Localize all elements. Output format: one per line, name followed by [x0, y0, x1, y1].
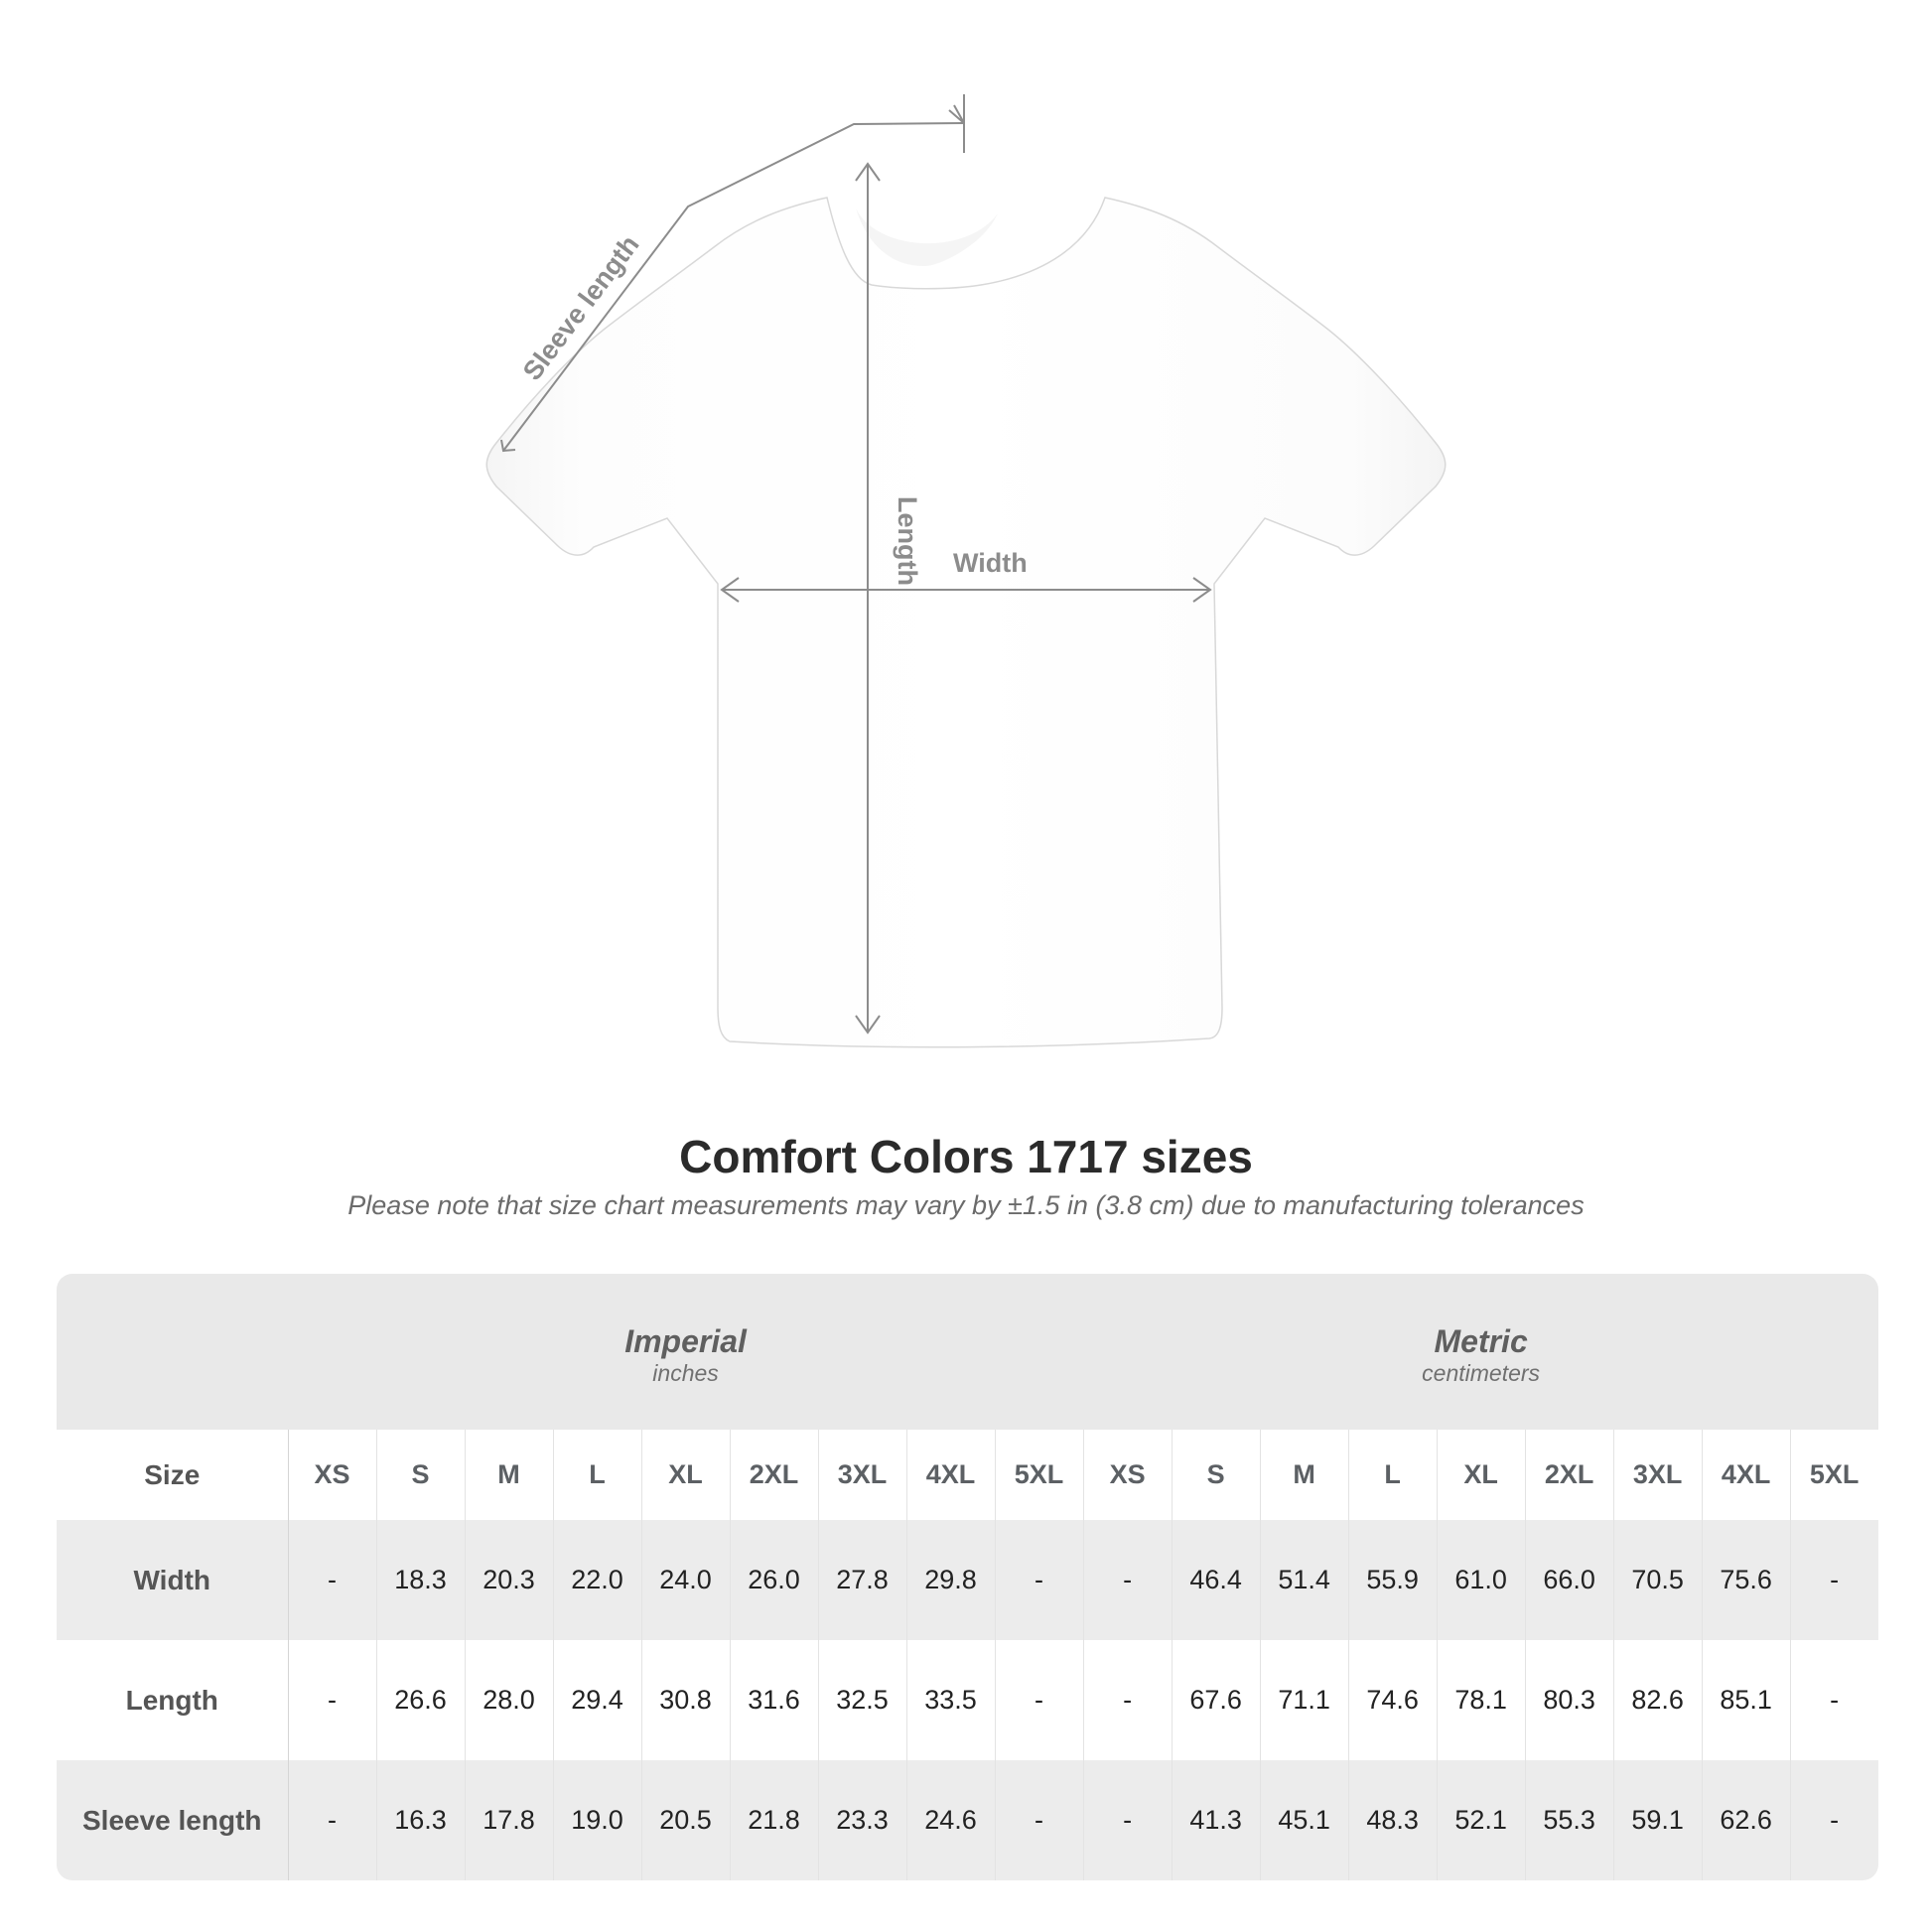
svg-text:Width: Width [953, 548, 1028, 578]
svg-text:Length: Length [893, 496, 922, 586]
